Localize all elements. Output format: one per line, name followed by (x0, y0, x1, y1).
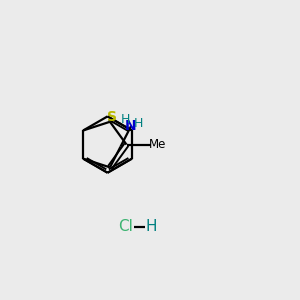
Text: Cl: Cl (118, 219, 133, 234)
Text: H: H (121, 113, 130, 126)
Text: Me: Me (149, 138, 166, 151)
Text: N: N (125, 119, 137, 133)
Text: H: H (145, 219, 157, 234)
Text: S: S (107, 110, 117, 124)
Text: H: H (134, 117, 143, 130)
